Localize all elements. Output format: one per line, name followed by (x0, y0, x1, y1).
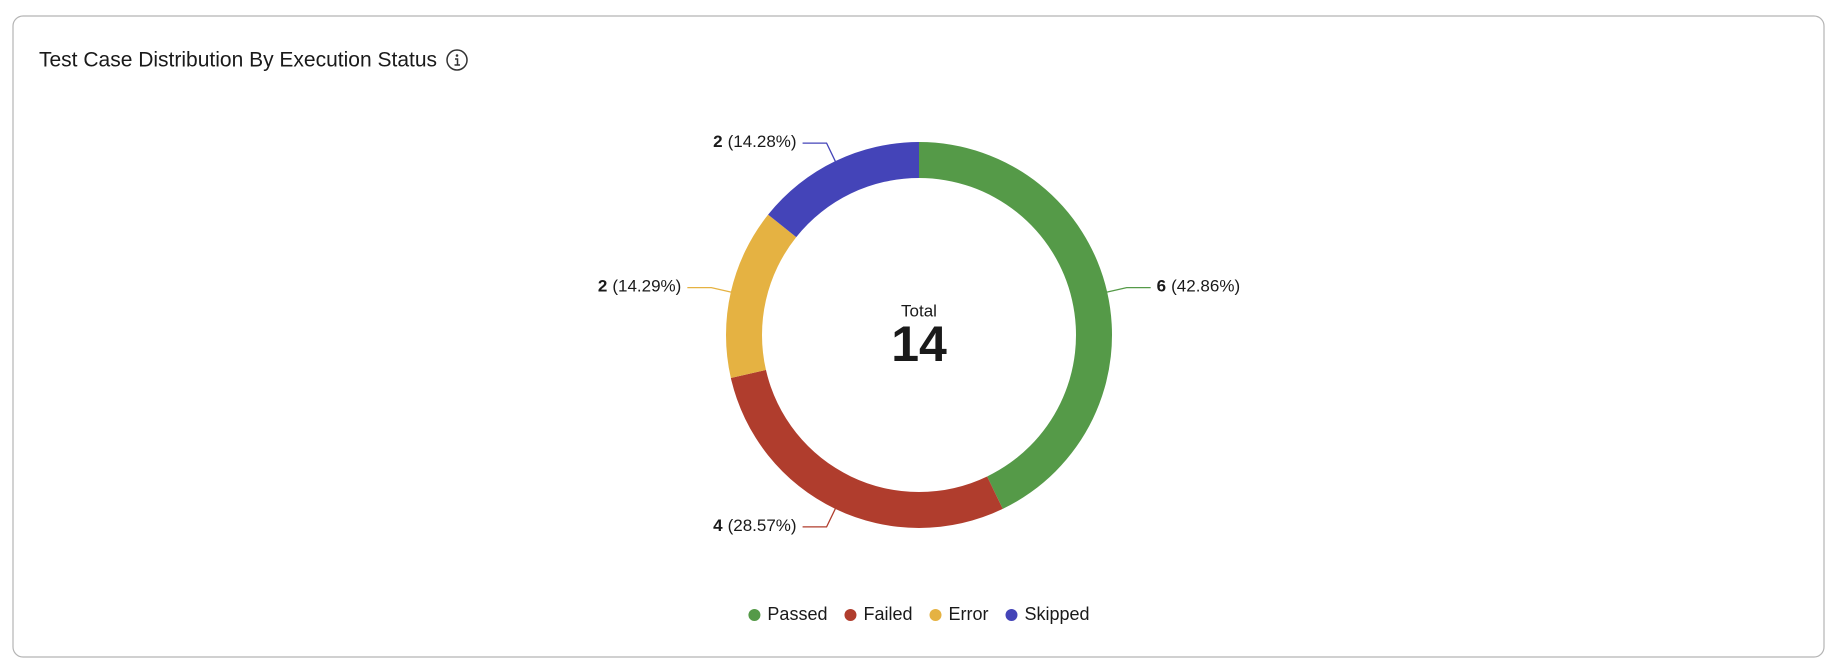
legend-marker (1005, 609, 1018, 621)
leader-line (687, 286, 733, 294)
slice-percent: (28.57%) (728, 516, 797, 535)
donut-slice (919, 142, 1113, 509)
legend-label: Failed (863, 604, 912, 624)
slice-label: 2 (14.29%) (598, 277, 681, 296)
legend-marker (929, 609, 942, 621)
slice-percent: (42.86%) (1171, 277, 1240, 296)
legend-label: Error (949, 604, 989, 624)
chart-title: Test Case Distribution By Execution Stat… (39, 49, 437, 72)
slice-percent: (14.28%) (728, 133, 797, 152)
donut-slice (768, 142, 919, 238)
donut-slice (726, 214, 797, 378)
info-circle (446, 49, 468, 71)
donut-slice (730, 369, 1003, 529)
legend-label: Skipped (1025, 604, 1090, 624)
legend-marker (844, 609, 857, 621)
slice-label: 4 (28.57%) (713, 516, 796, 535)
slice-label: 6 (42.86%) (1157, 277, 1240, 296)
slice-value: 2 (713, 133, 722, 152)
leader-line (802, 142, 837, 164)
slice-label: 2 (14.28%) (713, 133, 796, 152)
info-stem (454, 58, 461, 66)
legend-marker (748, 609, 761, 621)
legend: Passed Failed Error Skipped (748, 604, 1090, 624)
legend-label: Passed (767, 604, 827, 624)
center-label: Total (901, 301, 937, 320)
slice-percent: (14.29%) (612, 277, 681, 296)
info-icon[interactable] (446, 49, 468, 71)
card (12, 15, 1825, 658)
slice-value: 4 (713, 516, 723, 535)
slice-value: 6 (1157, 277, 1166, 296)
info-dot (455, 54, 459, 57)
slice-value: 2 (598, 277, 607, 296)
leader-line (802, 506, 837, 528)
leader-line (1105, 286, 1151, 294)
center-total: 14 (891, 316, 947, 372)
